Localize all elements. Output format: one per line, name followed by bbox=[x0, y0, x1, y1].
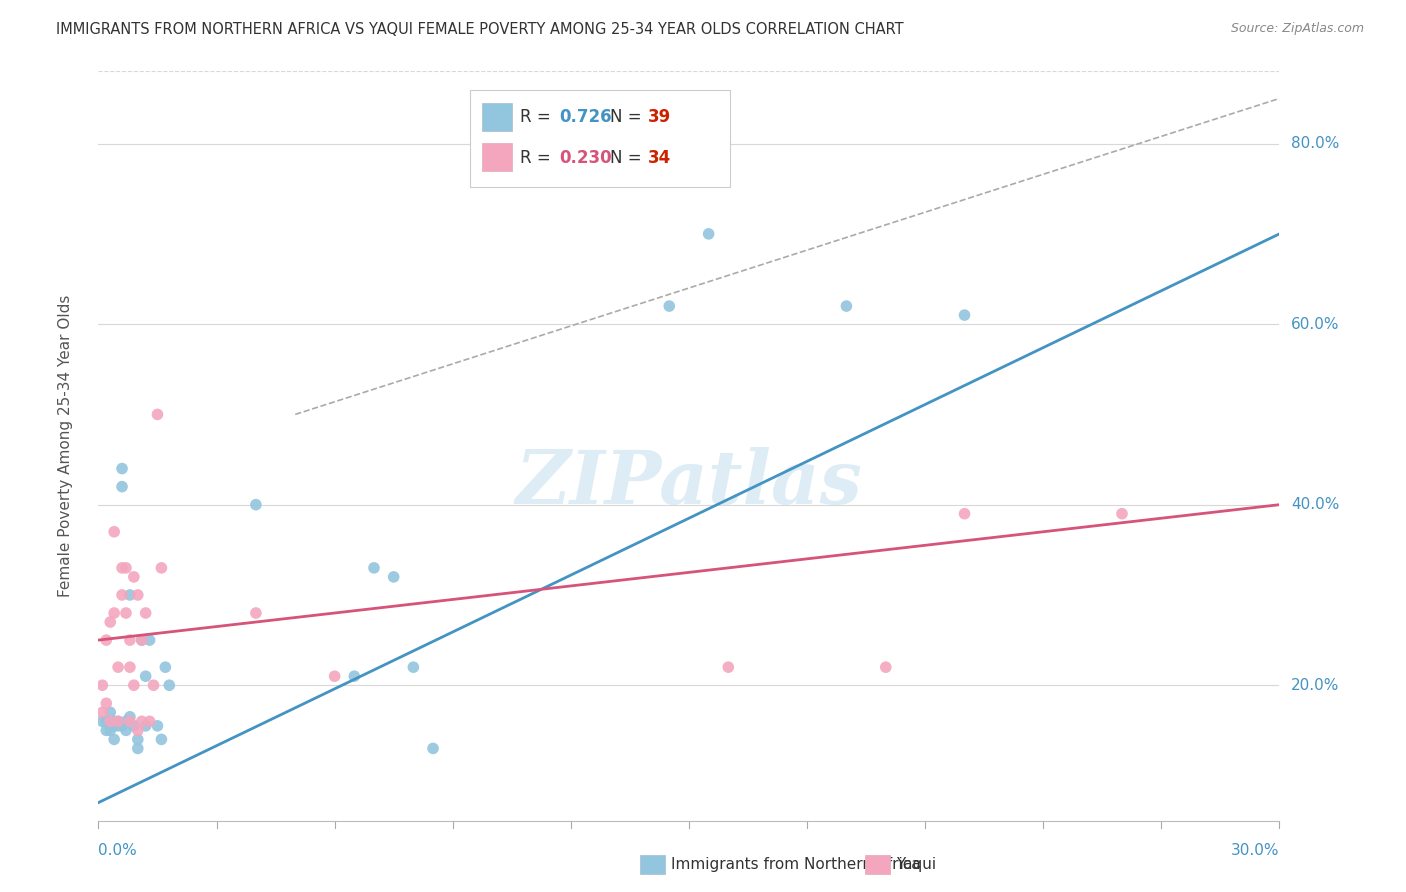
Point bbox=[107, 719, 129, 733]
Point bbox=[118, 588, 141, 602]
Point bbox=[127, 732, 149, 747]
Text: 30.0%: 30.0% bbox=[1232, 843, 1279, 858]
Point bbox=[96, 633, 118, 648]
Point bbox=[138, 714, 160, 729]
Point bbox=[135, 669, 157, 683]
Point bbox=[146, 719, 169, 733]
Text: N =: N = bbox=[610, 149, 647, 167]
Point bbox=[111, 561, 134, 575]
Point bbox=[111, 588, 134, 602]
Text: Yaqui: Yaqui bbox=[896, 857, 936, 871]
Point bbox=[150, 561, 173, 575]
Text: Source: ZipAtlas.com: Source: ZipAtlas.com bbox=[1230, 22, 1364, 36]
Text: Immigrants from Northern Africa: Immigrants from Northern Africa bbox=[671, 857, 921, 871]
Point bbox=[91, 706, 114, 720]
Text: 0.230: 0.230 bbox=[560, 149, 612, 167]
Point bbox=[122, 570, 145, 584]
Point bbox=[118, 660, 141, 674]
Text: N =: N = bbox=[610, 108, 647, 126]
Text: 34: 34 bbox=[648, 149, 671, 167]
Point bbox=[131, 714, 153, 729]
Point bbox=[717, 660, 740, 674]
Point bbox=[138, 633, 160, 648]
Point bbox=[107, 714, 129, 729]
Point bbox=[835, 299, 858, 313]
Point bbox=[953, 507, 976, 521]
Text: 80.0%: 80.0% bbox=[1291, 136, 1340, 151]
Point bbox=[150, 732, 173, 747]
Point bbox=[658, 299, 681, 313]
Point bbox=[111, 461, 134, 475]
Point bbox=[135, 606, 157, 620]
Point bbox=[103, 606, 125, 620]
Point bbox=[107, 714, 129, 729]
Point bbox=[103, 524, 125, 539]
Point bbox=[127, 741, 149, 756]
Point bbox=[1111, 507, 1133, 521]
Point bbox=[96, 723, 118, 738]
Point bbox=[98, 615, 121, 629]
Point bbox=[875, 660, 897, 674]
Point bbox=[98, 714, 121, 729]
Point bbox=[115, 723, 138, 738]
Point bbox=[115, 714, 138, 729]
Point bbox=[422, 741, 444, 756]
Point bbox=[111, 480, 134, 494]
Point bbox=[111, 719, 134, 733]
Point bbox=[118, 633, 141, 648]
Text: R =: R = bbox=[520, 149, 555, 167]
Text: Female Poverty Among 25-34 Year Olds: Female Poverty Among 25-34 Year Olds bbox=[58, 295, 73, 597]
Point bbox=[142, 678, 165, 692]
Text: 0.0%: 0.0% bbox=[98, 843, 138, 858]
Point bbox=[323, 669, 346, 683]
Point bbox=[155, 660, 177, 674]
Point bbox=[96, 714, 118, 729]
Point bbox=[96, 696, 118, 710]
Point bbox=[146, 408, 169, 422]
Point bbox=[103, 719, 125, 733]
Text: R =: R = bbox=[520, 108, 555, 126]
Point bbox=[91, 678, 114, 692]
Point bbox=[127, 723, 149, 738]
Point bbox=[103, 732, 125, 747]
Text: 0.726: 0.726 bbox=[560, 108, 612, 126]
Text: 40.0%: 40.0% bbox=[1291, 497, 1340, 512]
Point bbox=[107, 660, 129, 674]
Point bbox=[343, 669, 366, 683]
Text: 20.0%: 20.0% bbox=[1291, 678, 1340, 693]
Point bbox=[131, 633, 153, 648]
Text: 60.0%: 60.0% bbox=[1291, 317, 1340, 332]
Point bbox=[115, 561, 138, 575]
Point bbox=[122, 678, 145, 692]
Point bbox=[98, 706, 121, 720]
Bar bbox=[482, 103, 512, 131]
Point bbox=[91, 714, 114, 729]
Point bbox=[697, 227, 720, 241]
Point bbox=[131, 633, 153, 648]
Point bbox=[382, 570, 405, 584]
Point bbox=[363, 561, 385, 575]
Text: 39: 39 bbox=[648, 108, 671, 126]
Point bbox=[245, 606, 267, 620]
Point bbox=[98, 723, 121, 738]
Point bbox=[98, 719, 121, 733]
Text: IMMIGRANTS FROM NORTHERN AFRICA VS YAQUI FEMALE POVERTY AMONG 25-34 YEAR OLDS CO: IMMIGRANTS FROM NORTHERN AFRICA VS YAQUI… bbox=[56, 22, 904, 37]
Point bbox=[157, 678, 180, 692]
Point bbox=[402, 660, 425, 674]
Point bbox=[103, 714, 125, 729]
Point bbox=[953, 308, 976, 322]
Point bbox=[127, 588, 149, 602]
Point bbox=[118, 710, 141, 724]
Bar bbox=[482, 143, 512, 171]
Point bbox=[115, 606, 138, 620]
Point bbox=[122, 719, 145, 733]
Text: ZIPatlas: ZIPatlas bbox=[516, 447, 862, 520]
Point bbox=[135, 719, 157, 733]
Point bbox=[245, 498, 267, 512]
Bar bbox=[471, 90, 730, 187]
Point bbox=[118, 714, 141, 729]
